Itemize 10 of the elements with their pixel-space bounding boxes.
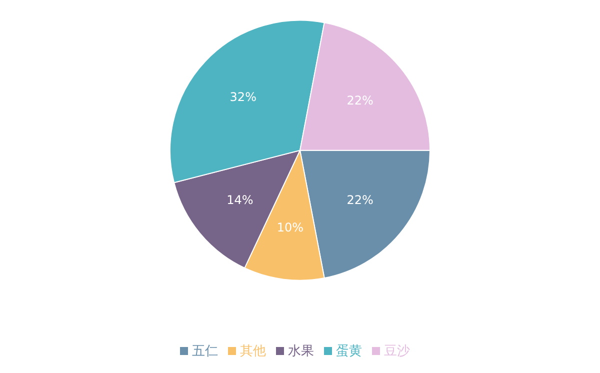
legend-label: 其他	[240, 344, 266, 359]
data-label: 22%	[346, 94, 374, 108]
data-label: 22%	[346, 193, 374, 208]
legend-label: 蛋黄	[336, 344, 362, 359]
legend-label: 豆沙	[384, 344, 410, 359]
data-label: 32%	[230, 90, 256, 104]
legend-label: 五仁	[192, 344, 218, 359]
data-label: 10%	[276, 220, 304, 235]
data-label: 14%	[226, 193, 254, 208]
legend-label: 水果	[288, 344, 314, 359]
